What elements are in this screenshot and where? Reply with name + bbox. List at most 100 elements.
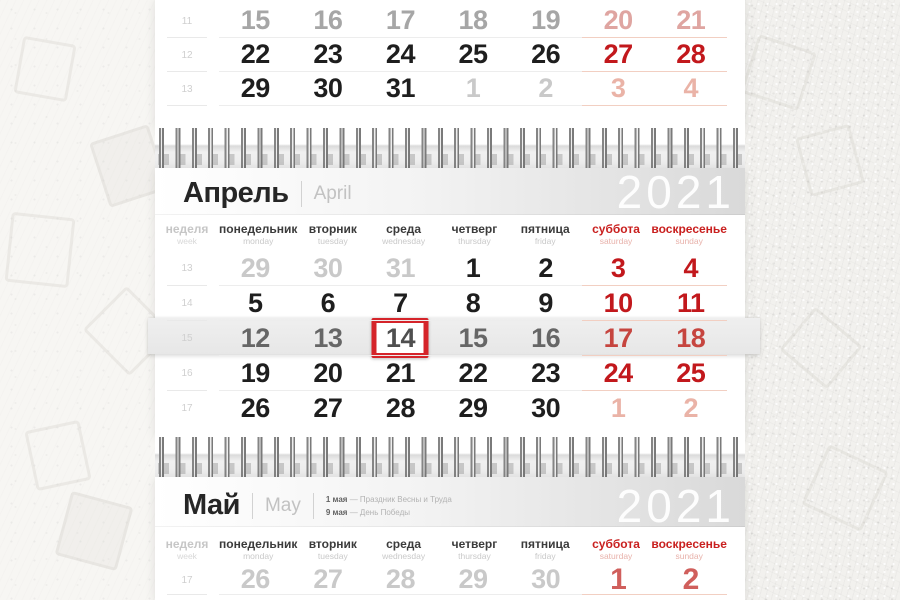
day-cell: 3 [581, 251, 655, 286]
week-row: 13 29 30 31 1 2 3 4 [155, 251, 745, 286]
day-cell: 26 [219, 564, 292, 595]
day-cell: 25 [436, 38, 510, 72]
weekday-name-en: wednesday [382, 236, 426, 246]
deco-shape [795, 123, 865, 198]
weekday-header: воскресенье sunday [651, 218, 727, 251]
day-cell: 31 [364, 72, 437, 106]
may-weekday-header-row: неделя week понедельник monday вторник tuesda… [155, 533, 745, 565]
holiday-date: 9 мая [325, 507, 348, 517]
day-cell: 1 [610, 393, 626, 423]
april-weekday-header-row: неделя week понедельник monday вторник tuesda… [155, 218, 745, 251]
spiral-binding-bottom [155, 437, 745, 477]
day-cell: 29 [219, 251, 292, 286]
weekday-name-ru: среда [386, 536, 422, 551]
day-cell: 28 [654, 38, 728, 72]
holiday-notes: 1 мая — Праздник Весны и Труда 9 мая — Де… [326, 493, 452, 519]
day-cell: 31 [364, 251, 437, 286]
weekday-name-ru: четверг [451, 222, 498, 236]
day-cell: 2 [654, 563, 728, 596]
weekday-header: понедельник monday [219, 533, 297, 565]
month-name-ru: Апрель [183, 177, 289, 209]
weekday-name-en: wednesday [382, 550, 426, 561]
week-number: 17 [155, 565, 219, 595]
week-row: 13 29 30 31 1 2 3 4 [155, 72, 745, 106]
day-cell: 2 [509, 251, 582, 286]
march-page: 11 15 16 17 18 19 20 21 12 22 23 24 25 26 27 28 13 29 30 31… [155, 0, 745, 130]
day-cell: 27 [313, 393, 343, 423]
month-name-en: April [313, 182, 352, 204]
day-cell: 30 [531, 393, 561, 423]
day-cell: 30 [291, 251, 365, 286]
weekday-name-en: sunday [675, 236, 703, 246]
title-divider [300, 180, 302, 207]
day-cell: 2 [683, 393, 699, 423]
week-number: 12 [155, 38, 219, 72]
week-number: 13 [155, 251, 219, 286]
april-page: Апрель April 2021 неделя week понедельник m… [148, 166, 760, 437]
weekday-name-ru: понедельник [219, 536, 298, 551]
day-cell: 19 [219, 356, 292, 391]
day-cell: 15 [219, 4, 292, 38]
day-cell: 29 [436, 564, 510, 595]
may-page: Май May 1 мая — Праздник Весны и Труда 9 … [155, 477, 745, 600]
may-title: Май May 1 мая — Праздник Весны и Труда 9 … [183, 489, 452, 522]
day-cell: 2 [509, 72, 582, 106]
weekday-header: суббота saturday [581, 218, 652, 251]
day-cell: 19 [509, 4, 582, 38]
day-cell: 1 [436, 251, 510, 286]
weekday-name-en: week [177, 236, 197, 246]
day-cell: 27 [581, 38, 655, 72]
day-cell: 13 [291, 321, 365, 356]
day-cell: 5 [219, 286, 292, 321]
april-title: Апрель April [183, 177, 352, 210]
deco-shape [13, 35, 77, 103]
day-cell: 21 [654, 4, 728, 38]
weekday-header: суббота saturday [581, 533, 652, 565]
weekday-name-en: monday [243, 236, 274, 246]
day-cell: 26 [240, 393, 271, 423]
weekday-name-ru: вторник [308, 536, 357, 551]
weekday-name-en: friday [534, 550, 556, 561]
day-cell: 20 [291, 356, 365, 391]
holiday-note: 9 мая — День Победы [325, 507, 410, 517]
day-cell: 25 [654, 356, 728, 391]
day-cell: 28 [385, 393, 416, 423]
day-cell: 21 [364, 356, 437, 391]
day-cell: 23 [509, 356, 582, 391]
weekday-name-en: thursday [458, 236, 491, 246]
week-number: 17 [181, 403, 193, 414]
day-cell: 24 [364, 38, 437, 72]
march-weeks-grid: 11 15 16 17 18 19 20 21 12 22 23 24 25 26 27 28 13 29 30 31… [155, 4, 745, 106]
day-cell: 4 [654, 251, 728, 286]
deco-shape [740, 34, 817, 111]
week-row: 14 5 6 7 8 9 10 11 [155, 286, 745, 321]
spiral-binding-top [155, 128, 745, 168]
week-number: 16 [155, 356, 219, 391]
day-cell: 12 [219, 321, 292, 356]
day-cell: 10 [581, 286, 655, 321]
day-cell: 17 [364, 4, 437, 38]
day-cell: 11 [654, 286, 728, 321]
weekday-header: пятница friday [510, 533, 581, 565]
weekday-header: неделя week [155, 533, 219, 565]
weekday-name-ru: понедельник [219, 222, 298, 236]
week-row: 15 12 13 14 15 16 17 18 [155, 321, 745, 356]
day-cell: 8 [436, 286, 510, 321]
weekday-header: четверг thursday [439, 218, 510, 251]
week-row: 16 19 20 21 22 23 24 25 [155, 356, 745, 391]
weekday-name-ru: вторник [308, 222, 357, 236]
day-cell: 16 [509, 321, 582, 356]
weekday-header: воскресенье sunday [651, 533, 727, 565]
weekday-header: четверг thursday [439, 533, 510, 565]
may-weeks-grid: 17 26 27 28 29 30 1 2 [155, 563, 745, 596]
weekday-header: пятница friday [510, 218, 581, 251]
deco-shape [24, 419, 92, 492]
day-cell: 22 [436, 356, 510, 391]
weekday-name-en: sunday [675, 550, 703, 561]
day-cell: 4 [654, 72, 728, 106]
today-cell: 14 [364, 321, 437, 356]
day-cell: 15 [436, 321, 510, 356]
day-cell: 22 [219, 38, 292, 72]
year-label: 2021 [616, 480, 735, 532]
day-cell: 7 [364, 286, 437, 321]
